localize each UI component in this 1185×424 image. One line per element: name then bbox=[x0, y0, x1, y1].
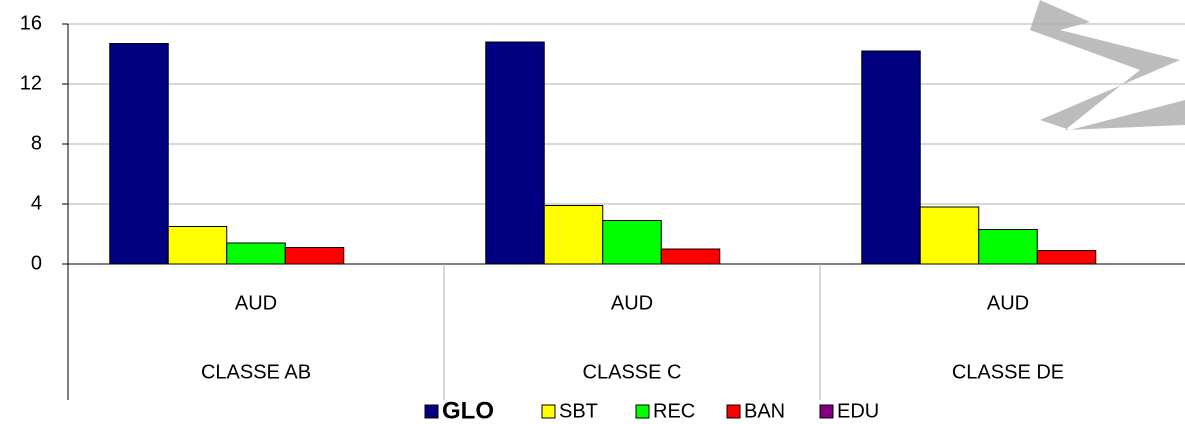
bar bbox=[486, 42, 545, 264]
legend-label: EDU bbox=[837, 400, 879, 422]
x-tick-label: AUD bbox=[611, 292, 653, 314]
y-tick-label: 4 bbox=[31, 192, 42, 214]
legend-label: SBT bbox=[559, 400, 598, 422]
bar bbox=[285, 248, 344, 265]
legend-label: REC bbox=[653, 400, 695, 422]
y-tick-label: 0 bbox=[31, 252, 42, 274]
legend-label: GLO bbox=[442, 397, 494, 424]
y-tick-label: 12 bbox=[20, 72, 42, 94]
chart: 0 4 8 12 16 AUD CLASSE AB AUD CLASSE C AUD CLASSE … bbox=[0, 0, 1185, 424]
legend-swatch bbox=[727, 405, 740, 418]
y-tick-label: 16 bbox=[20, 12, 42, 34]
legend-swatch bbox=[425, 405, 438, 418]
y-tick-label: 8 bbox=[31, 132, 42, 154]
bar bbox=[862, 51, 921, 264]
group-label: CLASSE AB bbox=[201, 361, 311, 383]
decoration bbox=[1030, 0, 1185, 130]
bar bbox=[110, 44, 169, 265]
bar bbox=[603, 221, 662, 265]
bar bbox=[979, 230, 1038, 265]
bar bbox=[168, 227, 227, 265]
bar bbox=[227, 243, 286, 264]
x-tick-label: AUD bbox=[235, 292, 277, 314]
group-label: CLASSE DE bbox=[952, 361, 1064, 383]
legend-swatch bbox=[820, 405, 833, 418]
x-tick-label: AUD bbox=[987, 292, 1029, 314]
bar bbox=[920, 207, 979, 264]
bar bbox=[544, 206, 603, 265]
legend-label: BAN bbox=[744, 400, 785, 422]
group-label: CLASSE C bbox=[583, 361, 682, 383]
bar bbox=[661, 249, 720, 264]
bar bbox=[1037, 251, 1096, 265]
legend-swatch bbox=[636, 405, 649, 418]
legend-swatch bbox=[542, 405, 555, 418]
